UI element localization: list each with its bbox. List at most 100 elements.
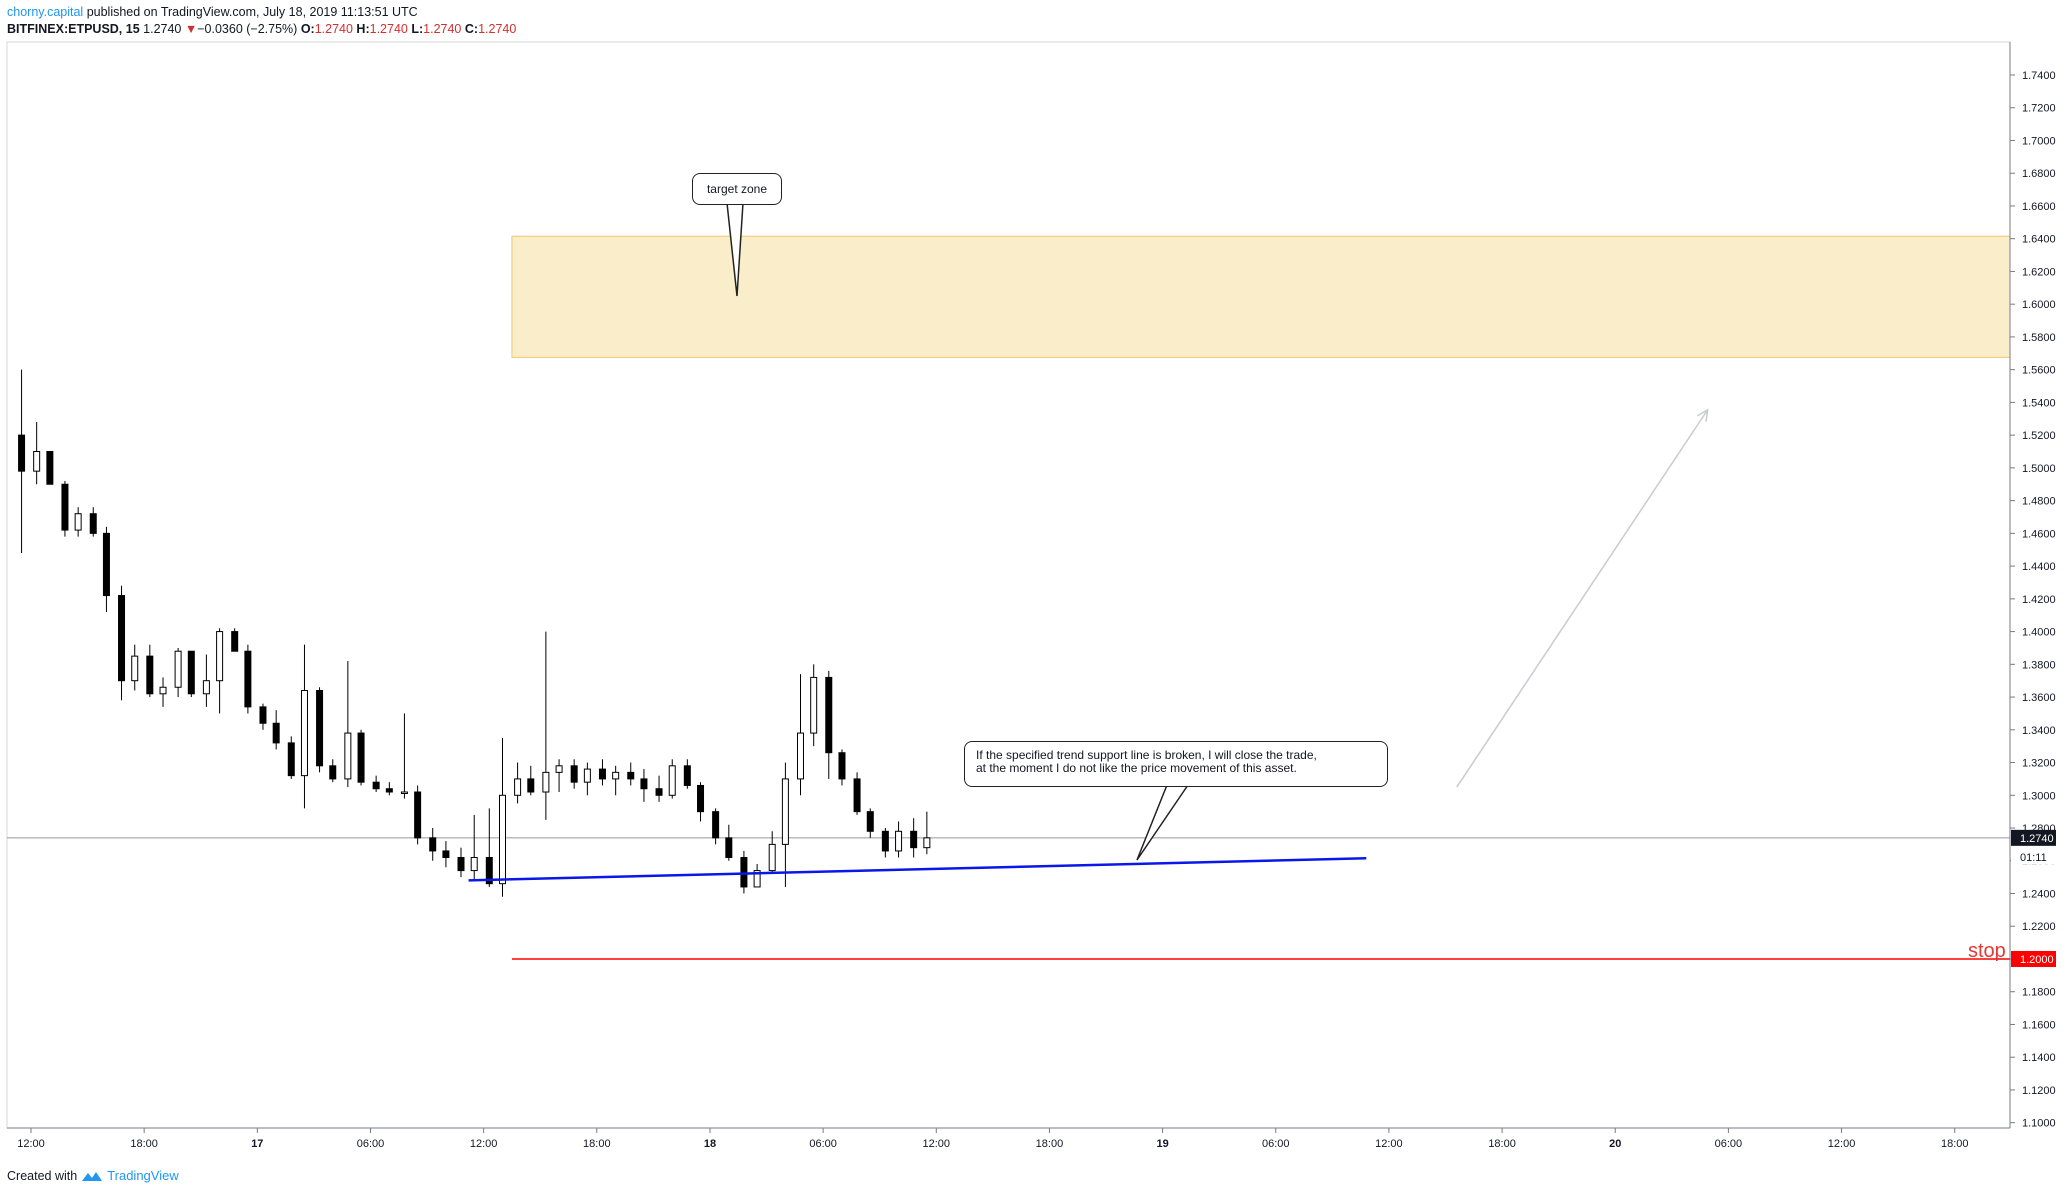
candle-body [697, 784, 705, 813]
candle-body [272, 722, 280, 744]
price-tick-label: 1.5000 [2022, 463, 2056, 475]
candle-body [202, 680, 210, 695]
price-tick-label: 1.3400 [2022, 725, 2056, 737]
price-tick-label: 1.7400 [2022, 70, 2056, 82]
price-tick-label: 1.1800 [2022, 987, 2056, 999]
candle-body [470, 856, 478, 872]
price-tick-label: 1.7000 [2022, 135, 2056, 147]
price-tick-label: 1.1400 [2022, 1052, 2056, 1064]
chart-grid [6, 41, 2011, 1129]
candle-body [825, 676, 833, 754]
candle-body [740, 856, 748, 888]
trend-callout-tail [1136, 784, 1189, 861]
price-change: −0.0360 (−2.75%) [197, 22, 298, 36]
candle-body [244, 650, 252, 708]
price-tick-label: 1.5400 [2022, 397, 2056, 409]
candle-body [216, 631, 224, 682]
candle-body [174, 650, 182, 688]
symbol-legend: BITFINEX:ETPUSD, 15 1.2740 ▼−0.0360 (−2.… [7, 22, 516, 36]
price-tick-label: 1.4000 [2022, 627, 2056, 639]
countdown-tag-bg [2011, 848, 2056, 865]
target-zone-callout[interactable]: target zone [692, 173, 782, 205]
candle-body [442, 850, 450, 858]
projection-arrow-head [1696, 408, 1709, 422]
price-tick-label: 1.3000 [2022, 790, 2056, 802]
price-tick-label: 1.6400 [2022, 234, 2056, 246]
candle-body [895, 830, 903, 852]
symbol-name[interactable]: BITFINEX:ETPUSD, 15 [7, 22, 140, 36]
created-with-text: Created with [7, 1168, 78, 1183]
trend-callout[interactable]: If the specified trend support line is b… [964, 741, 1388, 787]
candle-body [923, 837, 931, 849]
candle-body [499, 794, 506, 885]
price-tick-label: 1.1600 [2022, 1019, 2056, 1031]
time-tick-label: 06:00 [1715, 1138, 1743, 1150]
candle-body [881, 830, 889, 852]
candle-body [329, 765, 337, 780]
candle-body [640, 778, 648, 790]
time-tick-label: 12:00 [1375, 1138, 1403, 1150]
time-tick-label: 12:00 [923, 1138, 951, 1150]
price-tick-label: 1.3200 [2022, 758, 2056, 770]
candle-body [753, 870, 761, 888]
price-tick-label: 1.1200 [2022, 1085, 2056, 1097]
author-link[interactable]: chorny.capital [7, 5, 84, 19]
drawings [468, 202, 1709, 882]
stop-label: stop [1968, 940, 2006, 962]
price-tick-label: 1.6600 [2022, 201, 2056, 213]
chart-frame [6, 41, 2011, 1129]
candle-body [385, 788, 393, 793]
candle-body [457, 856, 465, 872]
time-tick-label: 18:00 [1941, 1138, 1969, 1150]
price-tick-label: 1.5600 [2022, 365, 2056, 377]
target-callout-tail [726, 202, 744, 297]
candle-body [910, 830, 918, 849]
price-tick-label: 1.3800 [2022, 659, 2056, 671]
candle-body [810, 676, 818, 734]
time-tick-label: 12:00 [470, 1138, 498, 1150]
price-tick-label: 1.1000 [2022, 1118, 2056, 1130]
price-tick-label: 1.4200 [2022, 594, 2056, 606]
price-tick-label: 1.5800 [2022, 332, 2056, 344]
price-tick-label: 1.4600 [2022, 528, 2056, 540]
time-tick-label: 17 [251, 1138, 263, 1150]
candle-body [838, 752, 846, 780]
price-tick-label: 1.6800 [2022, 168, 2056, 180]
candle-body [400, 791, 408, 795]
candle-body [18, 434, 26, 472]
axes: 1.7400 1.7200 1.7000 1.6800 1.6600 1.6400 1.62… [7, 42, 2056, 1150]
close-value: 1.2740 [478, 22, 517, 36]
candle-body [796, 732, 804, 780]
candle-body [146, 655, 154, 695]
candle-body [712, 811, 720, 839]
time-tick-label: 12:00 [1828, 1138, 1856, 1150]
candle-body [527, 778, 535, 793]
price-tick-label: 1.5200 [2022, 430, 2056, 442]
price-tick-label: 1.4400 [2022, 561, 2056, 573]
candle-body [231, 631, 239, 652]
candle-body [542, 771, 550, 793]
low-label: L: [411, 22, 424, 36]
candle-body [300, 690, 308, 777]
current-price-tag-bg [2011, 829, 2056, 846]
candle-body [655, 788, 663, 796]
time-tick-label: 18 [704, 1138, 716, 1150]
target-zone-rect [511, 235, 2011, 358]
tradingview-logo-icon [82, 1171, 103, 1181]
candle-body [414, 791, 422, 839]
stop-price-tag-bg [2011, 950, 2056, 967]
stop-price-tag: 1.2000 [2020, 954, 2054, 966]
price-tick-label: 1.7200 [2022, 103, 2056, 115]
tradingview-brand[interactable]: TradingView [107, 1168, 179, 1183]
candle-body [627, 771, 635, 780]
candle-body [357, 732, 365, 783]
candle-body [683, 765, 691, 786]
candle-body [866, 811, 874, 832]
trend-support-line [468, 857, 1367, 882]
candle-body [33, 451, 41, 472]
time-tick-label: 06:00 [357, 1138, 385, 1150]
candle-body [372, 781, 380, 790]
candle-body [61, 483, 69, 531]
candle-body [187, 650, 195, 695]
